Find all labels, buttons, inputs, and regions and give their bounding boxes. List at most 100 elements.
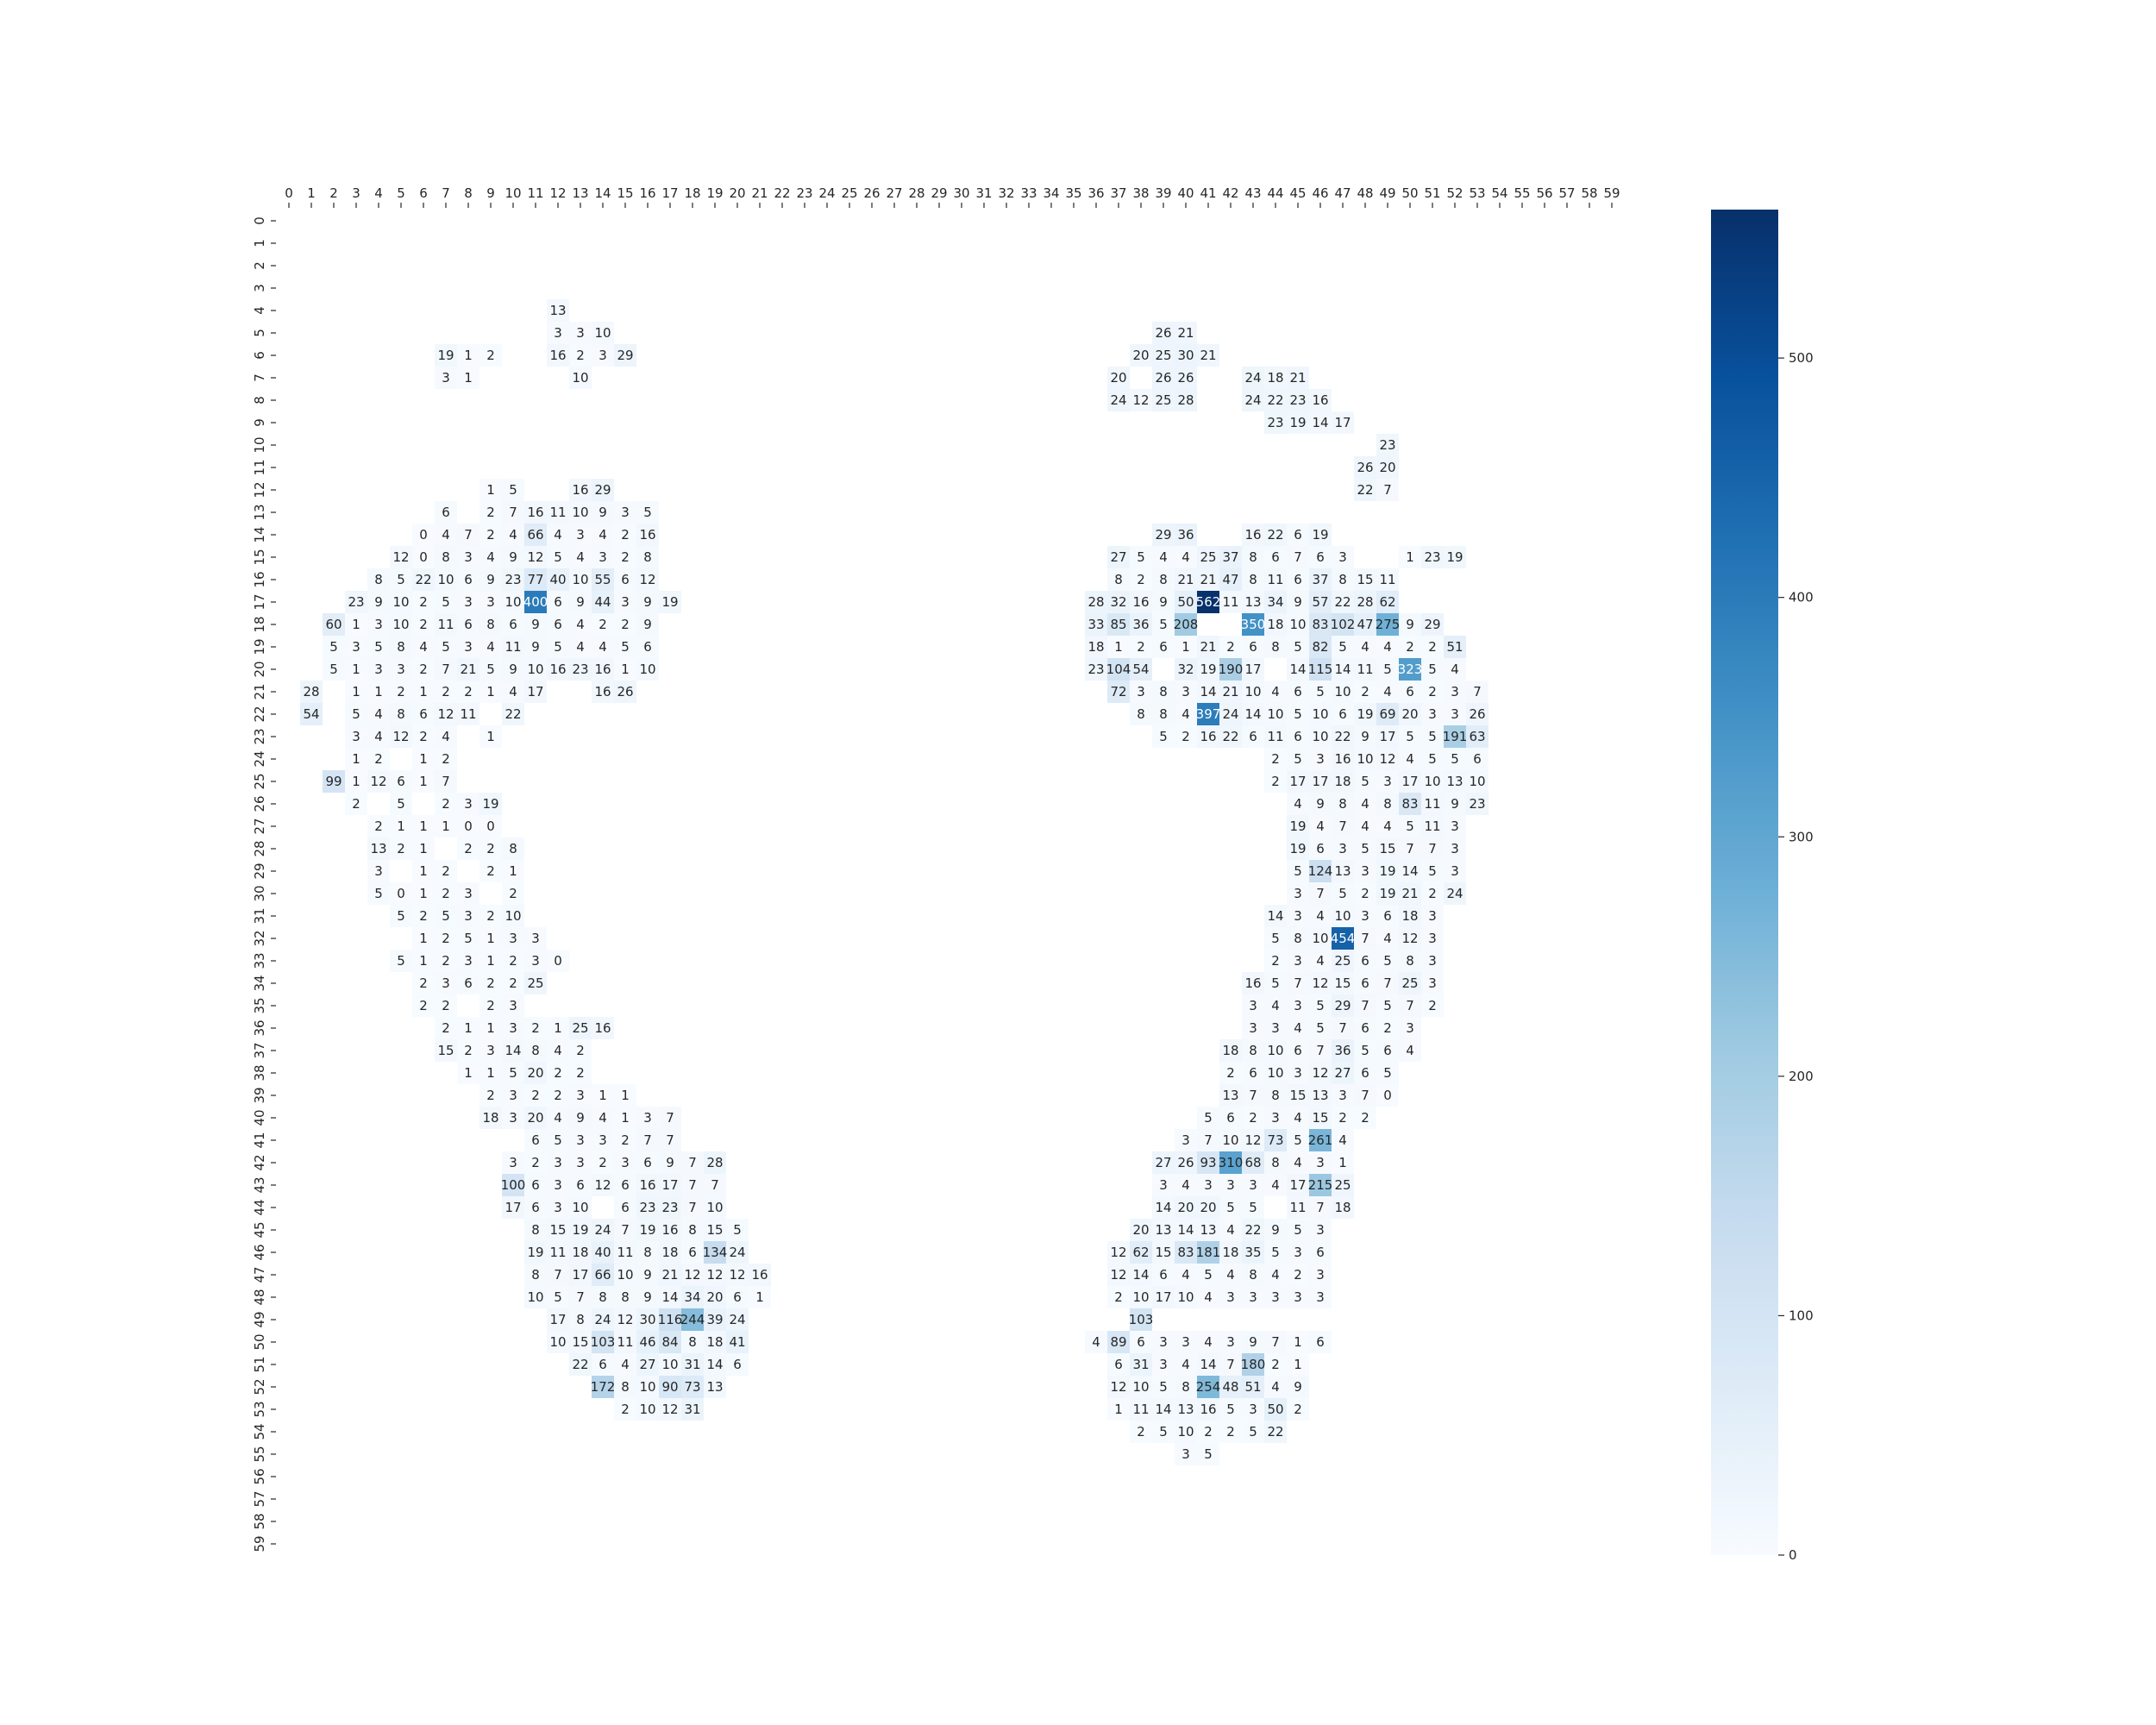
heatmap-cell [1287, 568, 1309, 591]
cell-value-label: 6 [1159, 639, 1168, 655]
cell-value-label: 2 [486, 863, 495, 879]
x-tick-label: 53 [1469, 185, 1485, 201]
cell-value-label: 1 [486, 1020, 495, 1036]
heatmap-cell [1466, 748, 1489, 770]
cell-value-label: 6 [1294, 572, 1302, 587]
heatmap-cell [367, 591, 390, 613]
cell-value-label: 6 [1294, 527, 1302, 543]
y-tick-label: 31 [252, 907, 267, 924]
cell-value-label: 21 [1177, 572, 1194, 587]
y-tick-label: 14 [252, 526, 267, 543]
cell-value-label: 454 [1331, 931, 1356, 946]
heatmap-cell [1264, 636, 1287, 658]
cell-value-label: 2 [554, 1065, 562, 1081]
cell-value-label: 3 [621, 505, 630, 520]
cell-value-label: 6 [1383, 908, 1392, 924]
cell-value-label: 6 [688, 1245, 697, 1260]
x-tick-label: 3 [352, 185, 360, 201]
cell-value-label: 10 [617, 1267, 633, 1283]
heatmap-cell [524, 950, 547, 972]
cell-value-label: 22 [1334, 594, 1351, 610]
cell-value-label: 6 [1473, 751, 1482, 767]
cell-value-label: 10 [1267, 1065, 1283, 1081]
heatmap-cell [524, 658, 547, 681]
x-tick-label: 35 [1065, 185, 1081, 201]
x-tick-label: 24 [818, 185, 835, 201]
cell-value-label: 73 [1267, 1132, 1283, 1148]
cell-value-label: 4 [1294, 1110, 1302, 1126]
cell-value-label: 5 [1361, 774, 1369, 789]
cell-value-label: 3 [554, 1177, 562, 1193]
heatmap-cell [1309, 860, 1332, 882]
cell-value-label: 3 [1451, 841, 1459, 856]
cell-value-label: 3 [1338, 549, 1347, 565]
cell-value-label: 3 [1428, 931, 1437, 946]
cell-value-label: 17 [527, 684, 543, 699]
y-tick-label: 38 [252, 1064, 267, 1081]
cell-value-label: 8 [1338, 572, 1347, 587]
cell-value-label: 29 [594, 482, 611, 498]
heatmap-cell [1309, 524, 1332, 546]
heatmap-cell [1197, 546, 1219, 568]
heatmap-cell [479, 927, 502, 950]
cell-value-label: 5 [1383, 662, 1392, 677]
y-tick-label: 15 [252, 549, 267, 565]
cell-value-label: 5 [1406, 729, 1414, 744]
cell-value-label: 54 [303, 706, 319, 722]
heatmap-cell [1421, 793, 1444, 815]
cell-value-label: 3 [1226, 1334, 1235, 1350]
cell-value-label: 6 [599, 1357, 607, 1372]
cell-value-label: 30 [1177, 348, 1194, 363]
heatmap-cell [592, 568, 614, 591]
heatmap-cell [547, 636, 569, 658]
heatmap-cell [1242, 546, 1264, 568]
cell-value-label: 15 [1357, 572, 1373, 587]
heatmap-cell [1130, 636, 1152, 658]
cell-value-label: 8 [1338, 796, 1347, 812]
heatmap-cell [636, 524, 659, 546]
cell-value-label: 6 [643, 1155, 652, 1170]
cell-value-label: 2 [374, 751, 383, 767]
cell-value-label: 2 [1428, 886, 1437, 901]
cell-value-label: 6 [1137, 1334, 1145, 1350]
heatmap-cell [345, 770, 367, 793]
heatmap-cell [1376, 568, 1399, 591]
cell-value-label: 3 [509, 1110, 517, 1126]
cell-value-label: 85 [1110, 617, 1126, 632]
cell-value-label: 5 [1428, 662, 1437, 677]
cell-value-label: 82 [1312, 639, 1328, 655]
heatmap-cell [1130, 344, 1152, 367]
cell-value-label: 5 [329, 662, 338, 677]
cell-value-label: 11 [1222, 594, 1238, 610]
cell-value-label: 7 [666, 1132, 674, 1148]
heatmap-cell [435, 636, 457, 658]
x-tick-label: 34 [1043, 185, 1059, 201]
cell-value-label: 0 [464, 819, 473, 834]
cell-value-label: 8 [1181, 1379, 1190, 1395]
x-tick-label: 20 [729, 185, 745, 201]
cell-value-label: 6 [1361, 953, 1369, 969]
cell-value-label: 14 [1401, 863, 1418, 879]
cell-value-label: 2 [1383, 1020, 1392, 1036]
heatmap-cell [1264, 591, 1287, 613]
cell-value-label: 8 [1249, 1267, 1257, 1283]
cell-value-label: 1 [464, 1020, 473, 1036]
heatmap-cell [412, 882, 435, 905]
cell-value-label: 12 [527, 549, 543, 565]
cell-value-label: 2 [486, 527, 495, 543]
heatmap-cell [367, 882, 390, 905]
cell-value-label: 3 [374, 662, 383, 677]
heatmap-cell [1309, 815, 1332, 837]
cell-value-label: 6 [509, 617, 517, 632]
heatmap-cell [636, 636, 659, 658]
heatmap-cell [1399, 905, 1421, 927]
cell-value-label: 17 [1379, 729, 1395, 744]
y-tick-label: 21 [252, 683, 267, 699]
cell-value-label: 2 [1406, 639, 1414, 655]
cell-value-label: 3 [1406, 1020, 1414, 1036]
cell-value-label: 14 [661, 1289, 678, 1305]
cell-value-label: 22 [1267, 527, 1283, 543]
cell-value-label: 5 [1226, 1402, 1235, 1417]
cell-value-label: 6 [1361, 975, 1369, 991]
heatmap-cell [502, 658, 524, 681]
